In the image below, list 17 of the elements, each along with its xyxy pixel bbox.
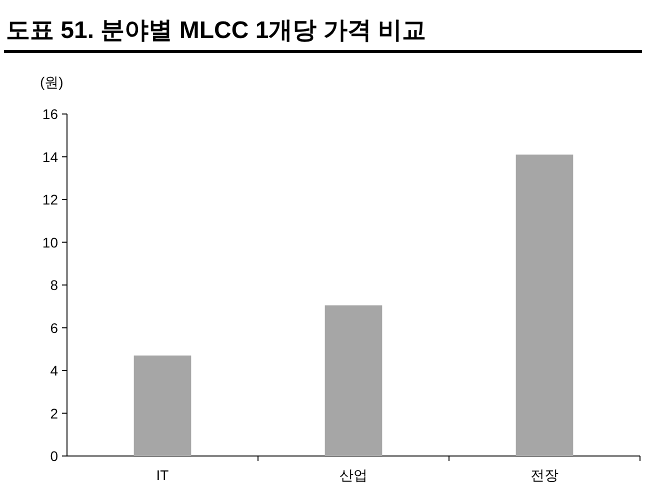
y-tick-label: 16	[42, 106, 58, 122]
bar	[516, 154, 574, 456]
bar	[324, 305, 382, 456]
y-axis-title: (원)	[40, 74, 64, 90]
y-tick-label: 12	[42, 192, 58, 208]
y-tick-label: 4	[50, 362, 58, 378]
y-tick-label: 8	[50, 277, 58, 293]
x-tick-label: 전장	[530, 467, 558, 483]
y-tick-label: 2	[50, 405, 58, 422]
y-tick-label: 6	[50, 320, 58, 336]
y-tick-label: 10	[42, 234, 58, 250]
y-tick-label: 14	[42, 148, 58, 165]
chart-title: 도표 51. 분야별 MLCC 1개당 가격 비교	[6, 17, 426, 44]
x-tick-label: 산업	[340, 467, 368, 483]
bar	[134, 356, 192, 456]
x-tick-label: IT	[156, 467, 170, 483]
y-tick-label: 0	[50, 448, 58, 464]
